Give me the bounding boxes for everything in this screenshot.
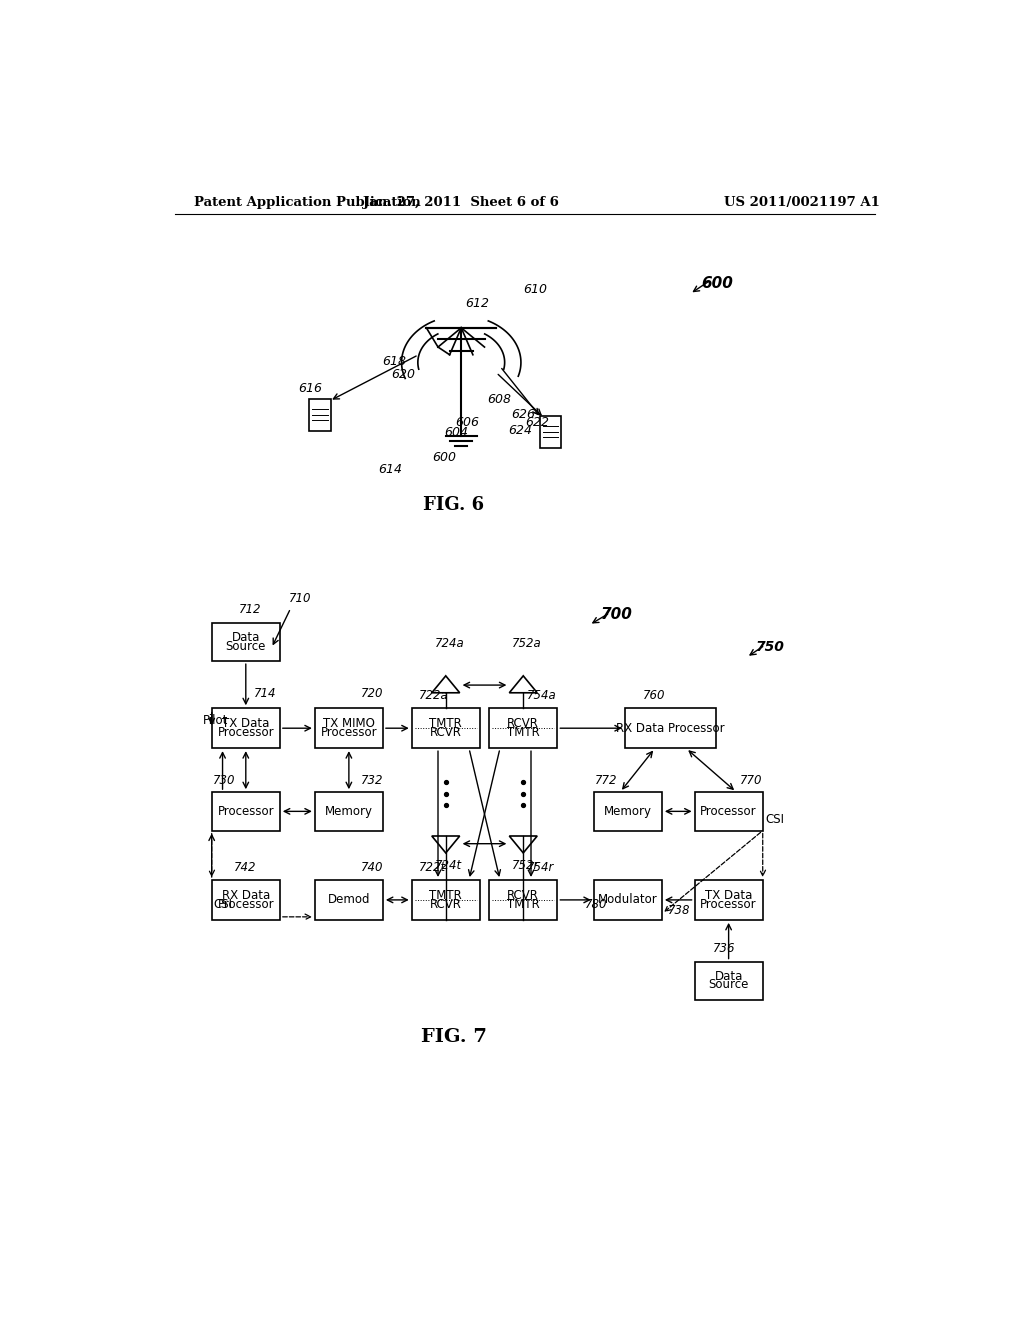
FancyBboxPatch shape [314,708,383,748]
Text: Data: Data [231,631,260,644]
FancyBboxPatch shape [694,792,763,830]
Text: RCVR: RCVR [507,890,540,902]
FancyBboxPatch shape [594,880,662,920]
FancyBboxPatch shape [412,880,480,920]
FancyBboxPatch shape [212,708,280,748]
Text: 608: 608 [487,393,512,407]
Text: 618: 618 [382,355,407,368]
Text: Memory: Memory [325,805,373,818]
FancyBboxPatch shape [309,399,331,430]
Text: 722t: 722t [419,861,445,874]
Text: RX Data: RX Data [221,890,270,902]
Text: Processor: Processor [700,805,757,818]
Text: Patent Application Publication: Patent Application Publication [194,195,421,209]
Text: 732: 732 [360,775,383,788]
Text: TMTR: TMTR [429,890,462,902]
Text: 720: 720 [360,688,383,701]
Text: 760: 760 [643,689,666,702]
Text: 622: 622 [525,416,550,429]
Text: 620: 620 [391,368,416,381]
FancyBboxPatch shape [212,880,280,920]
Text: US 2011/0021197 A1: US 2011/0021197 A1 [724,195,881,209]
Text: 770: 770 [740,775,763,788]
Text: RCVR: RCVR [430,726,462,739]
Text: 614: 614 [378,462,402,475]
Text: 606: 606 [455,416,479,429]
Text: Source: Source [709,978,749,991]
Text: 714: 714 [254,688,276,701]
Text: Processor: Processor [321,726,377,739]
Text: 738: 738 [669,904,690,917]
Text: Processor: Processor [217,805,274,818]
Text: 624: 624 [508,424,531,437]
Text: CSI: CSI [213,898,232,911]
Text: FIG. 6: FIG. 6 [423,496,484,515]
Text: Pilot: Pilot [203,714,227,727]
Text: RX Data Processor: RX Data Processor [616,722,725,735]
Text: 752a: 752a [512,636,542,649]
Text: 612: 612 [465,297,489,310]
Text: 700: 700 [601,607,633,622]
Text: RCVR: RCVR [430,898,462,911]
Text: Data: Data [715,970,742,983]
Text: 616: 616 [299,381,323,395]
Text: Processor: Processor [217,898,274,911]
Text: 730: 730 [213,775,236,788]
FancyBboxPatch shape [412,708,480,748]
Text: TX MIMO: TX MIMO [323,718,375,730]
Text: 600: 600 [432,451,457,465]
FancyBboxPatch shape [694,880,763,920]
Text: 600: 600 [701,276,733,290]
Text: FIG. 7: FIG. 7 [421,1028,486,1047]
Text: TX Data: TX Data [222,718,269,730]
Text: 754r: 754r [527,861,555,874]
Text: 742: 742 [234,861,257,874]
Text: 754a: 754a [527,689,557,702]
Text: Processor: Processor [217,726,274,739]
Text: RCVR: RCVR [507,718,540,730]
FancyBboxPatch shape [594,792,662,830]
Text: Jan. 27, 2011  Sheet 6 of 6: Jan. 27, 2011 Sheet 6 of 6 [364,195,559,209]
Text: Memory: Memory [604,805,652,818]
Text: Demod: Demod [328,894,370,907]
Text: TMTR: TMTR [429,718,462,730]
Text: 722a: 722a [419,689,449,702]
Text: CSI: CSI [766,813,784,826]
Text: 736: 736 [713,941,735,954]
Text: 740: 740 [360,861,383,874]
Text: 724t: 724t [435,859,462,873]
Text: 750: 750 [756,640,784,655]
Text: TX Data: TX Data [705,890,753,902]
Text: 610: 610 [523,284,547,296]
Text: 780: 780 [586,898,608,911]
Text: Source: Source [225,640,266,652]
Text: Modulator: Modulator [598,894,657,907]
Text: 752r: 752r [512,859,540,873]
Text: 772: 772 [595,775,617,788]
FancyBboxPatch shape [212,623,280,661]
Text: TMTR: TMTR [507,726,540,739]
FancyBboxPatch shape [625,708,716,748]
FancyBboxPatch shape [314,880,383,920]
FancyBboxPatch shape [540,416,561,447]
FancyBboxPatch shape [489,880,557,920]
Text: Processor: Processor [700,898,757,911]
FancyBboxPatch shape [314,792,383,830]
Text: 626: 626 [511,408,535,421]
Text: TMTR: TMTR [507,898,540,911]
FancyBboxPatch shape [694,961,763,1001]
FancyBboxPatch shape [489,708,557,748]
FancyBboxPatch shape [212,792,280,830]
Text: 604: 604 [444,425,468,438]
Text: 724a: 724a [435,636,465,649]
Text: 712: 712 [239,603,261,615]
Text: 710: 710 [289,591,311,605]
